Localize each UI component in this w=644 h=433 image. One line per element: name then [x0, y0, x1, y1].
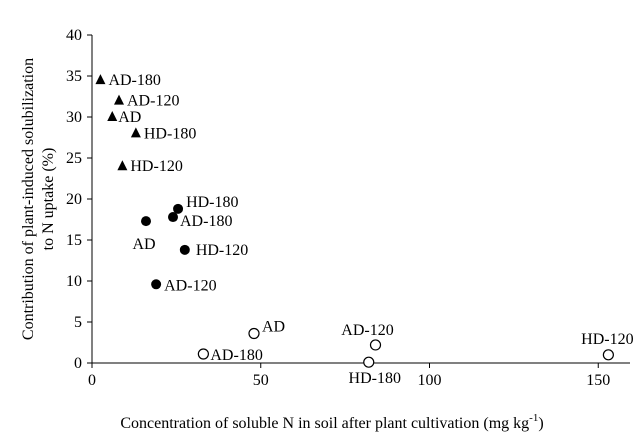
- x-tick-label: 150: [586, 372, 610, 389]
- triangle-point: [117, 160, 128, 171]
- point-label: AD-180: [108, 72, 160, 89]
- point-label: HD-180: [349, 370, 401, 387]
- x-tick-label: 50: [253, 372, 269, 389]
- triangle-point: [107, 111, 118, 121]
- point-label: AD-120: [164, 277, 216, 294]
- filled-circle-point: [179, 244, 190, 255]
- open-circle-point: [248, 327, 260, 340]
- x-tick-label: 0: [88, 372, 96, 389]
- y-tick-label: 0: [74, 355, 82, 372]
- open-circle-point: [197, 348, 209, 360]
- x-axis-title: Concentration of soluble N in soil after…: [120, 412, 543, 432]
- axes: [91, 35, 630, 364]
- filled-circle-point: [168, 212, 178, 223]
- point-label: AD-120: [341, 322, 393, 339]
- open-circle-point: [602, 349, 614, 361]
- open-circle-point: [369, 339, 382, 351]
- x-axis-title-superscript: -1: [529, 412, 538, 424]
- x-tick-label: 100: [418, 372, 442, 389]
- triangle-point: [95, 74, 106, 85]
- filled-circle-point: [151, 279, 162, 290]
- point-label: HD-180: [144, 125, 196, 142]
- data-points: [95, 74, 614, 368]
- point-label: HD-120: [130, 158, 182, 175]
- y-axis-title-line-1: Contribution of plant-induced solubiliza…: [20, 58, 37, 340]
- point-label: AD: [118, 109, 141, 126]
- point-label: HD-180: [186, 194, 238, 211]
- filled-circle-point: [173, 203, 184, 214]
- point-label: AD-180: [210, 347, 262, 364]
- point-label: AD-180: [180, 213, 232, 230]
- point-label: HD-120: [581, 331, 633, 348]
- point-label: AD-120: [127, 93, 179, 110]
- y-tick-label: 35: [66, 68, 82, 85]
- y-axis-title-line-2: to N uptake (%): [40, 148, 57, 251]
- y-tick-label: 15: [66, 232, 82, 249]
- y-tick-label: 5: [74, 314, 82, 331]
- x-axis-title-main: Concentration of soluble N in soil after…: [120, 415, 529, 432]
- point-labels: AD-180AD-120ADHD-180HD-120HD-180AD-180AD…: [108, 72, 633, 387]
- point-label: AD: [262, 318, 285, 335]
- x-axis-title-end: ): [538, 415, 543, 432]
- y-tick-label: 40: [66, 27, 82, 44]
- ticks: 0 50 100 150 0 5 10 15 20 25 30 35 40: [66, 27, 610, 389]
- point-label: HD-120: [196, 242, 248, 259]
- filled-circle-point: [141, 216, 151, 227]
- y-tick-label: 20: [66, 191, 82, 208]
- point-label: AD: [132, 236, 155, 253]
- y-tick-label: 25: [66, 150, 82, 167]
- triangle-point: [130, 127, 141, 138]
- open-circle-point: [363, 356, 375, 368]
- y-tick-label: 10: [66, 273, 82, 290]
- y-tick-label: 30: [66, 109, 82, 126]
- triangle-point: [114, 94, 124, 105]
